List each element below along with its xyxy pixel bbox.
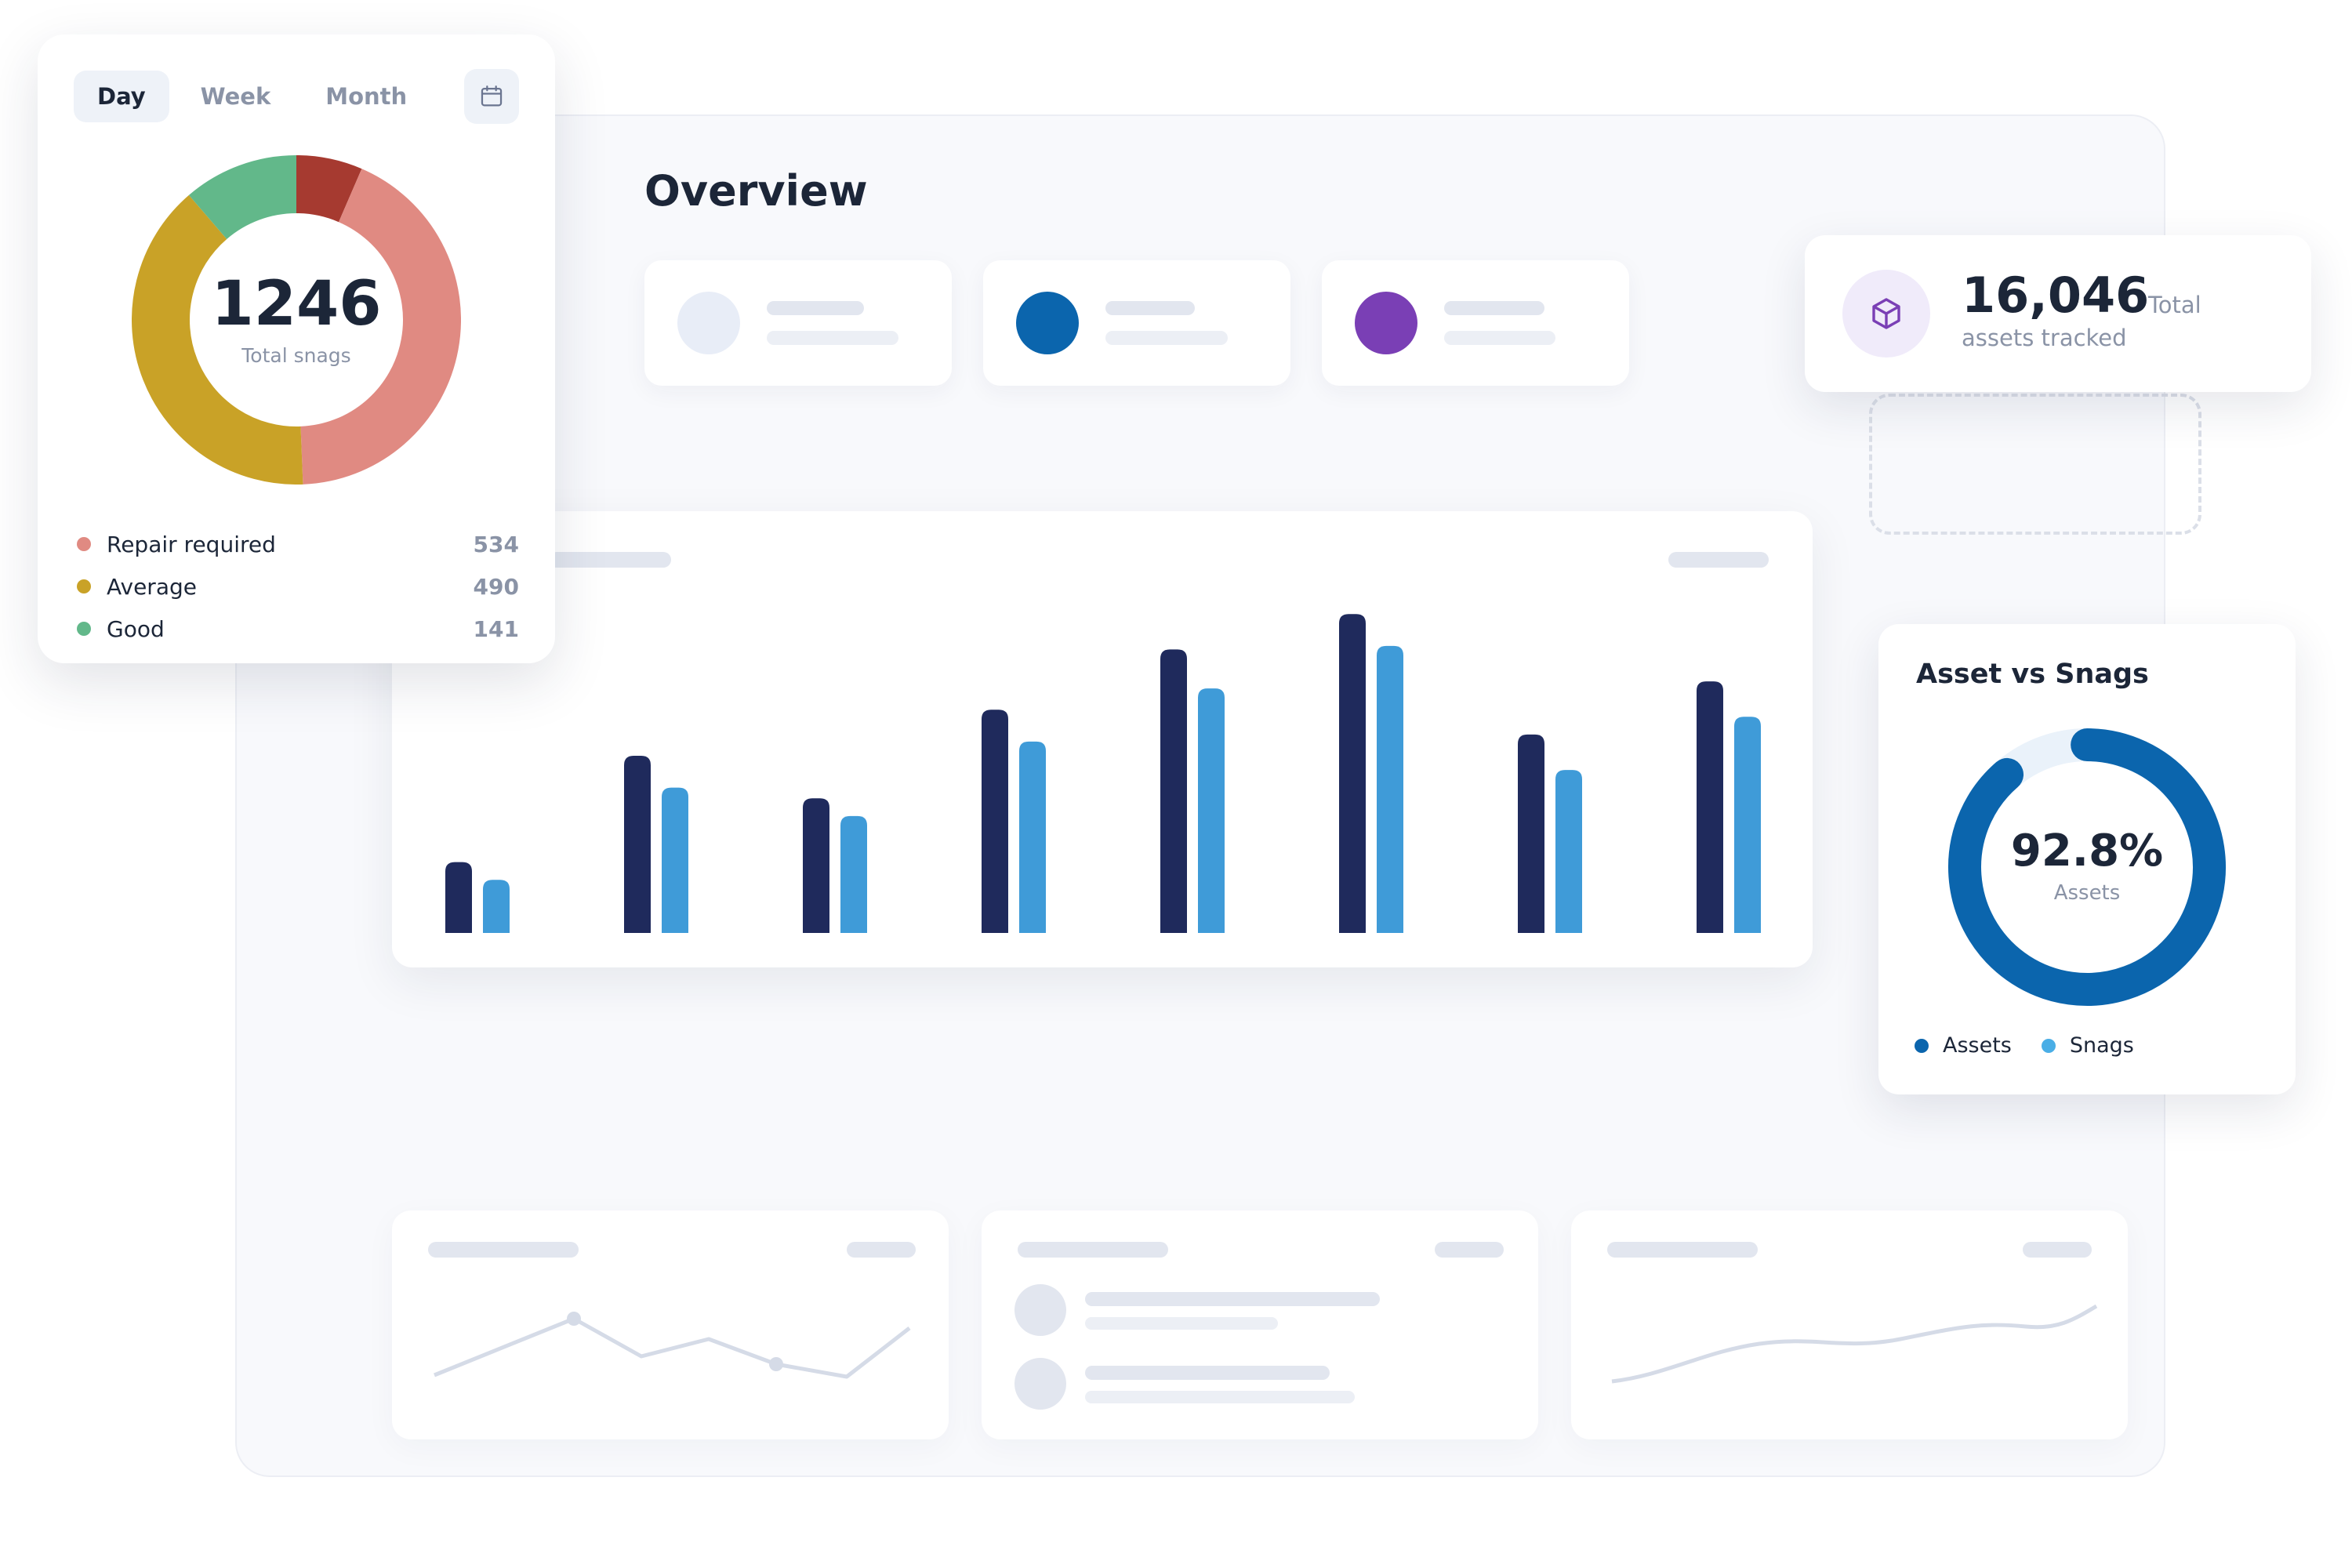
skeleton-line — [1105, 331, 1228, 345]
bar-series-1 — [624, 756, 651, 933]
assets-icon-badge — [1842, 270, 1930, 358]
assets-sub-label: assets tracked — [1962, 325, 2127, 351]
assets-percent-caption: Assets — [2053, 881, 2121, 905]
skeleton-line — [1607, 1242, 1758, 1258]
stat-card-icon-placeholder — [1355, 292, 1417, 354]
list-placeholder-card — [982, 1210, 1538, 1439]
skeleton-line — [1435, 1242, 1504, 1258]
stat-card-placeholder — [983, 260, 1290, 386]
assets-percent: 92.8% — [2010, 826, 2164, 877]
bar-series-1 — [982, 710, 1008, 933]
line-chart-placeholder-card — [392, 1210, 949, 1439]
assets-total-label: Total — [2148, 292, 2201, 318]
avatar-placeholder — [1014, 1284, 1066, 1336]
bar-chart — [445, 614, 1761, 933]
tab-month[interactable]: Month — [325, 83, 408, 110]
legend-dot — [77, 622, 91, 636]
donut-segment-assets — [1948, 728, 2226, 1006]
skeleton-line — [1018, 1242, 1168, 1258]
donut-center: 1246 Total snags — [132, 155, 461, 485]
bar-series-1 — [1160, 649, 1187, 933]
legend-label: Assets — [1943, 1033, 2012, 1058]
legend-label: Average — [107, 573, 197, 600]
skeleton-line — [1444, 331, 1555, 345]
donut-segment-unlabeled — [295, 155, 362, 223]
card-title: Asset vs Snags — [1916, 659, 2149, 690]
dashed-placeholder — [1869, 394, 2201, 535]
bar-series-2 — [1377, 645, 1403, 933]
bar-series-1 — [445, 862, 472, 933]
legend-item: Good 141 — [74, 613, 519, 644]
snags-donut-chart — [132, 155, 461, 485]
skeleton-line — [1105, 301, 1195, 315]
donut-legend: Assets Snags — [1915, 1033, 2164, 1058]
legend-item: Average 490 — [74, 571, 519, 602]
tab-week[interactable]: Week — [200, 83, 271, 110]
asset-vs-snags-donut — [1948, 728, 2226, 1006]
bar-series-1 — [1339, 614, 1366, 933]
legend-dot — [2041, 1038, 2056, 1053]
skeleton-line — [2023, 1242, 2092, 1258]
stat-card-placeholder — [1322, 260, 1629, 386]
bar-series-2 — [1019, 741, 1046, 933]
skeleton-line — [1444, 301, 1544, 315]
legend-label: Snags — [2069, 1033, 2134, 1058]
sparkline-placeholder — [434, 1312, 911, 1379]
skeleton-line — [767, 301, 864, 315]
page-title: Overview — [644, 166, 868, 216]
bar-series-2 — [1734, 717, 1761, 933]
trend-line-placeholder — [1611, 1304, 2098, 1384]
legend-value: 490 — [473, 573, 519, 600]
bar-series-1 — [803, 798, 829, 933]
total-snags-value: 1246 — [211, 268, 382, 339]
stat-card-icon-placeholder — [677, 292, 740, 354]
legend-dot — [1915, 1038, 1929, 1053]
bar-series-2 — [1198, 688, 1225, 933]
legend-label: Repair required — [107, 531, 276, 557]
skeleton-line — [1085, 1317, 1278, 1330]
donut-segment-average — [132, 194, 303, 485]
total-snags-caption: Total snags — [241, 343, 351, 367]
assets-tracked-card: 16,046 Total assets tracked — [1805, 235, 2311, 392]
donut-center: 92.8% Assets — [1946, 726, 2228, 1008]
donut-segment-good — [188, 155, 297, 240]
skeleton-line — [767, 331, 898, 345]
calendar-button[interactable] — [464, 69, 519, 124]
trend-placeholder-card — [1571, 1210, 2128, 1439]
asset-vs-snags-card: Asset vs Snags 92.8% Assets Assets Snags — [1878, 624, 2296, 1094]
bar-series-1 — [1518, 734, 1544, 933]
bar-chart-card — [392, 511, 1813, 967]
cube-icon — [1872, 298, 1900, 329]
legend-dot — [77, 579, 91, 593]
avatar-placeholder — [1014, 1358, 1066, 1410]
assets-count: 16,046 — [1962, 267, 2150, 324]
tab-day[interactable]: Day — [74, 71, 169, 122]
bar-series-2 — [840, 815, 867, 933]
bar-series-2 — [483, 880, 510, 933]
legend-value: 534 — [473, 531, 519, 557]
donut-segment-repair-required — [299, 169, 461, 485]
bar-series-1 — [1697, 681, 1723, 933]
stat-card-icon-placeholder — [1016, 292, 1079, 354]
legend-label: Good — [107, 615, 165, 642]
chart-filter-placeholder — [1668, 552, 1769, 568]
skeleton-line — [428, 1242, 579, 1258]
chart-title-placeholder — [549, 552, 671, 568]
bar-series-2 — [1555, 770, 1582, 933]
stat-card-placeholder — [644, 260, 952, 386]
skeleton-line — [1085, 1366, 1330, 1380]
skeleton-line — [847, 1242, 916, 1258]
legend-value: 141 — [473, 615, 519, 642]
bar-series-2 — [662, 787, 688, 933]
skeleton-line — [1085, 1391, 1355, 1403]
total-snags-card: Day Week Month 1246 Total snags Repair r… — [38, 34, 555, 663]
legend-item: Repair required 534 — [74, 528, 519, 560]
period-tabs: Day Week Month — [74, 71, 438, 122]
legend-dot — [77, 537, 91, 551]
skeleton-line — [1085, 1292, 1380, 1306]
calendar-icon — [481, 85, 503, 107]
